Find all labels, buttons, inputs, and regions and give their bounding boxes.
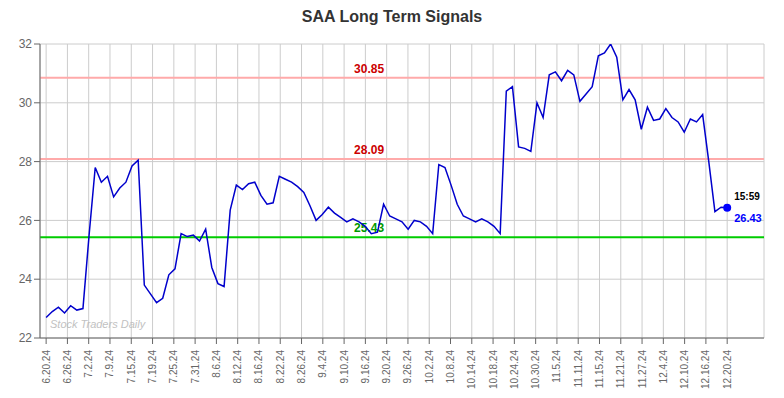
svg-text:30: 30 [19,96,33,110]
svg-text:7.15.24: 7.15.24 [126,350,137,384]
svg-text:7.19.24: 7.19.24 [147,350,158,384]
svg-text:26.43: 26.43 [734,212,762,224]
svg-text:24: 24 [19,272,33,286]
svg-text:12.4.24: 12.4.24 [658,350,669,384]
svg-text:9.26.24: 9.26.24 [402,350,413,384]
svg-text:28: 28 [19,155,33,169]
svg-text:26: 26 [19,214,33,228]
svg-text:10.2.24: 10.2.24 [424,350,435,384]
svg-text:10.30.24: 10.30.24 [530,350,541,389]
svg-text:7.9.24: 7.9.24 [104,350,115,378]
svg-text:9.16.24: 9.16.24 [360,350,371,384]
svg-text:8.16.24: 8.16.24 [253,350,264,384]
svg-text:10.18.24: 10.18.24 [488,350,499,389]
svg-text:9.10.24: 9.10.24 [339,350,350,384]
svg-text:8.6.24: 8.6.24 [211,350,222,378]
svg-text:11.21.24: 11.21.24 [615,350,626,389]
svg-text:8.26.24: 8.26.24 [296,350,307,384]
svg-text:12.16.24: 12.16.24 [700,350,711,389]
svg-text:12.20.24: 12.20.24 [722,350,733,389]
svg-text:8.22.24: 8.22.24 [275,350,286,384]
svg-text:11.5.24: 11.5.24 [551,350,562,383]
svg-text:8.12.24: 8.12.24 [232,350,243,384]
svg-text:9.20.24: 9.20.24 [381,350,392,384]
svg-text:30.85: 30.85 [354,62,384,76]
svg-text:9.4.24: 9.4.24 [317,350,328,378]
svg-text:25.43: 25.43 [354,221,385,236]
svg-text:6.26.24: 6.26.24 [62,350,73,384]
html-text:Stock Traders Daily: Stock Traders Daily [50,318,146,330]
svg-text:10.14.24: 10.14.24 [466,350,477,389]
svg-text:12.10.24: 12.10.24 [679,350,690,389]
svg-text:28.09: 28.09 [354,143,384,157]
html-text:SAA Long Term Signals: SAA Long Term Signals [301,8,483,25]
svg-text:11.27.24: 11.27.24 [637,350,648,389]
svg-text:10.24.24: 10.24.24 [509,350,520,389]
svg-text:32: 32 [19,37,33,51]
svg-text:7.25.24: 7.25.24 [168,350,179,384]
svg-text:15:59: 15:59 [734,191,760,202]
svg-text:10.8.24: 10.8.24 [445,350,456,384]
svg-text:6.20.24: 6.20.24 [41,350,52,384]
svg-text:7.2.24: 7.2.24 [83,350,94,378]
svg-text:22: 22 [19,331,33,345]
svg-text:11.11.24: 11.11.24 [573,350,584,388]
svg-text:7.31.24: 7.31.24 [190,350,201,384]
svg-text:11.15.24: 11.15.24 [594,350,605,389]
